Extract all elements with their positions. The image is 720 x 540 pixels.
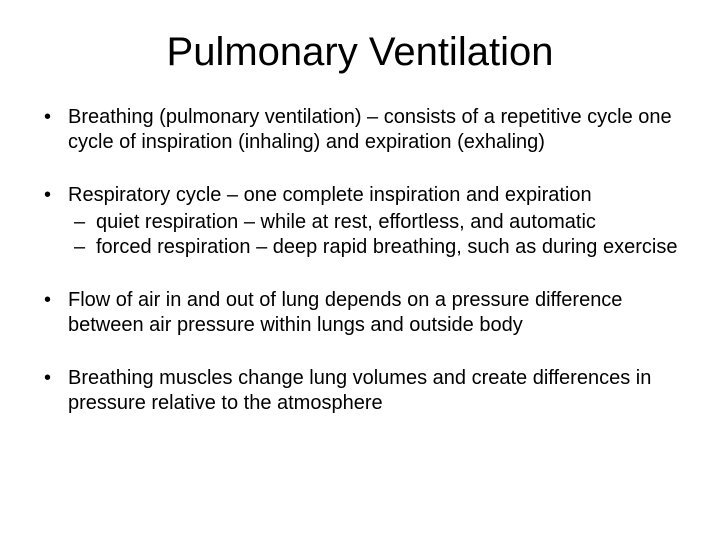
bullet-list: Breathing (pulmonary ventilation) – cons… <box>40 105 690 416</box>
bullet-text: Breathing (pulmonary ventilation) – cons… <box>68 106 672 153</box>
list-item: Breathing (pulmonary ventilation) – cons… <box>40 105 690 155</box>
bullet-text: Respiratory cycle – one complete inspira… <box>68 184 592 206</box>
list-item: quiet respiration – while at rest, effor… <box>68 210 690 235</box>
slide-title: Pulmonary Ventilation <box>30 30 690 75</box>
slide: Pulmonary Ventilation Breathing (pulmona… <box>0 0 720 540</box>
bullet-text: Breathing muscles change lung volumes an… <box>68 367 651 414</box>
list-item: Breathing muscles change lung volumes an… <box>40 366 690 416</box>
list-item: forced respiration – deep rapid breathin… <box>68 235 690 260</box>
sub-bullet-text: forced respiration – deep rapid breathin… <box>96 236 677 258</box>
sub-bullet-list: quiet respiration – while at rest, effor… <box>68 210 690 260</box>
bullet-text: Flow of air in and out of lung depends o… <box>68 289 622 336</box>
list-item: Respiratory cycle – one complete inspira… <box>40 183 690 260</box>
list-item: Flow of air in and out of lung depends o… <box>40 288 690 338</box>
sub-bullet-text: quiet respiration – while at rest, effor… <box>96 211 596 233</box>
